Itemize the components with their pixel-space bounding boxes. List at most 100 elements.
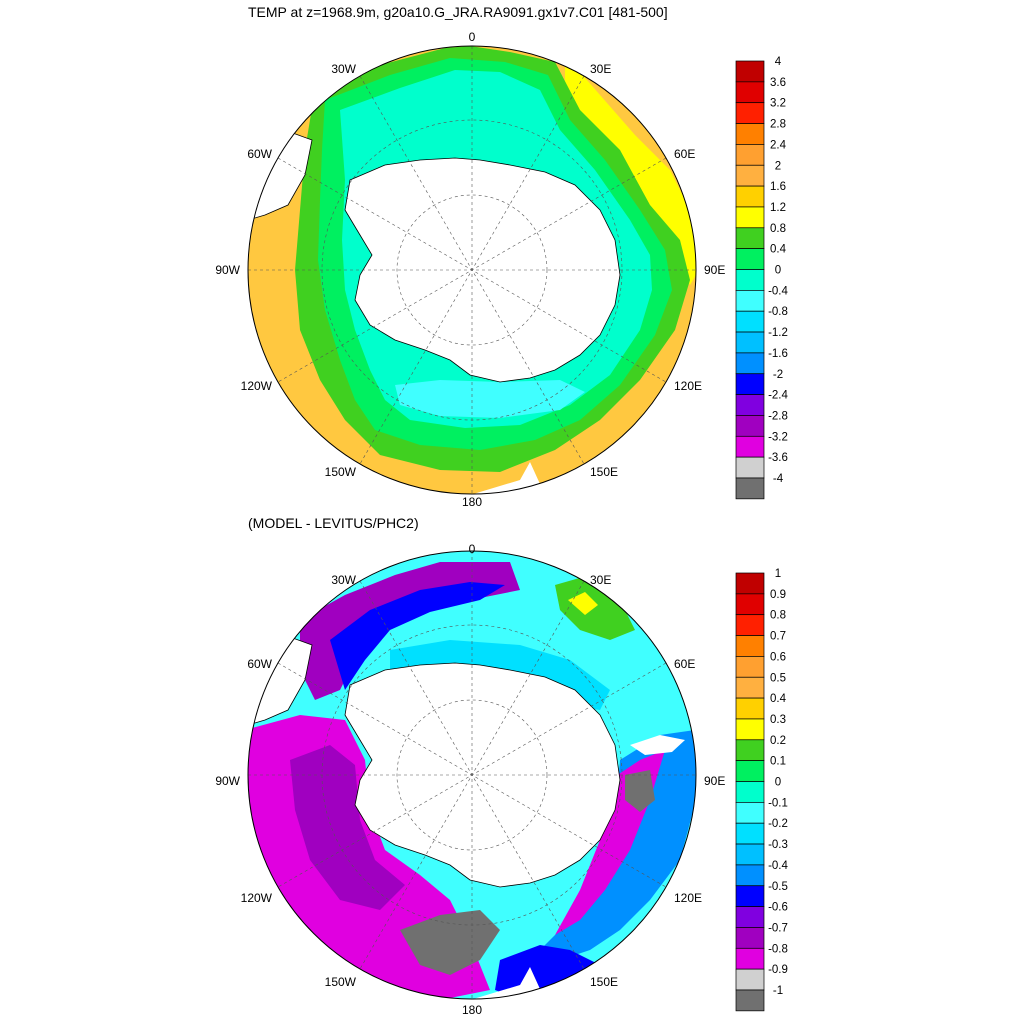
top-colorbar-label-11: -0.4 <box>768 285 788 297</box>
bottom-colorbar: 1 0.9 0.8 0.7 0.6 0.5 0.4 0.3 0.2 0.1 0 -0.1 -0.2 -0.… <box>735 568 789 1012</box>
top-lon-label-30e: 30E <box>590 62 611 76</box>
bottom-colorbar-label-20: -1 <box>773 985 783 997</box>
bottom-lon-label-60w: 60W <box>247 657 272 671</box>
top-colorbar-label-16: -2.4 <box>768 390 788 402</box>
top-colorbar-box-4 <box>735 144 765 166</box>
bottom-colorbar-label-8: 0.2 <box>770 735 786 747</box>
top-lon-label-120e: 120E <box>674 379 702 393</box>
top-lon-label-150w: 150W <box>325 465 357 479</box>
top-band-lightcyan <box>395 380 585 418</box>
top-colorbar-label-12: -0.8 <box>768 306 788 318</box>
top-colorbar-label-6: 1.6 <box>770 181 786 193</box>
top-colorbar-box-10 <box>735 269 765 291</box>
top-lon-label-60e: 60E <box>674 147 695 161</box>
top-colorbar-box-17 <box>735 415 765 437</box>
bottom-colorbar-label-14: -0.4 <box>768 860 788 872</box>
bottom-colorbar-box-16 <box>735 906 765 928</box>
bottom-band-purple-west <box>290 745 405 910</box>
top-colorbar-label-19: -3.6 <box>768 452 788 464</box>
top-colorbar-box-2 <box>735 102 765 124</box>
bottom-lon-label-150w: 150W <box>325 975 357 989</box>
bottom-colorbar-box-11 <box>735 801 765 824</box>
bottom-lon-label-150e: 150E <box>590 975 618 989</box>
bottom-colorbar-box-2 <box>735 614 765 636</box>
top-colorbar-label-5: 2 <box>775 160 781 172</box>
top-colorbar-box-16 <box>735 394 765 416</box>
bottom-colorbar-label-18: -0.8 <box>768 943 788 955</box>
bottom-colorbar-box-6 <box>735 697 765 720</box>
top-band-yellow <box>565 55 696 285</box>
bottom-lon-label-90w: 90W <box>215 774 240 788</box>
bottom-lon-label-120w: 120W <box>241 891 273 905</box>
top-colorbar-label-10: 0 <box>775 265 781 277</box>
top-map <box>248 46 696 494</box>
bottom-band-grey-south <box>400 910 500 975</box>
bottom-land-east <box>630 735 685 755</box>
bottom-colorbar-box-18 <box>735 947 765 970</box>
bottom-lon-label-90e: 90E <box>704 774 725 788</box>
bottom-colorbar-label-2: 0.8 <box>770 610 786 622</box>
bottom-band-grey-east <box>625 770 655 812</box>
bottom-colorbar-box-8 <box>735 739 765 761</box>
bottom-lon-label-30e: 30E <box>590 573 611 587</box>
top-colorbar-box-11 <box>735 290 765 312</box>
top-colorbar-box-1 <box>735 81 765 104</box>
top-colorbar-label-4: 2.4 <box>770 139 787 151</box>
bottom-band-yellow-ne <box>568 592 598 615</box>
bottom-lon-label-120e: 120E <box>674 891 702 905</box>
top-lon-label-90e: 90E <box>704 263 725 277</box>
bottom-colorbar-label-10: 0 <box>775 777 781 789</box>
top-colorbar-label-13: -1.2 <box>768 327 788 339</box>
top-colorbar-box-9 <box>735 248 765 270</box>
top-colorbar-box-20 <box>735 477 765 500</box>
bottom-colorbar-label-11: -0.1 <box>768 797 788 809</box>
top-colorbar-box-18 <box>735 435 765 458</box>
bottom-colorbar-box-1 <box>735 593 765 616</box>
bottom-map-border <box>247 550 697 1000</box>
top-colorbar-box-15 <box>735 373 765 395</box>
bottom-lon-label-30w: 30W <box>331 573 356 587</box>
top-lon-label-90w: 90W <box>215 263 240 277</box>
bottom-colorbar-box-14 <box>735 864 765 887</box>
top-colorbar-box-3 <box>735 123 765 145</box>
top-colorbar-box-6 <box>735 185 765 208</box>
bottom-title: (MODEL - LEVITUS/PHC2) <box>248 515 419 531</box>
top-colorbar-label-1: 3.6 <box>770 77 786 89</box>
top-map-border <box>247 45 697 495</box>
top-colorbar-label-0: 4 <box>775 56 782 68</box>
bottom-colorbar-box-5 <box>735 676 765 699</box>
top-land-lowerright <box>470 462 545 494</box>
bottom-colorbar-label-12: -0.2 <box>768 818 788 830</box>
bottom-land-lowerright <box>470 967 545 999</box>
bottom-colorbar-label-5: 0.5 <box>770 672 786 684</box>
bottom-colorbar-label-3: 0.7 <box>770 631 786 643</box>
top-lon-label-180: 180 <box>462 495 482 509</box>
bottom-lon-label-60e: 60E <box>674 657 695 671</box>
top-colorbar-box-12 <box>735 310 765 333</box>
bottom-colorbar-box-4 <box>735 656 765 678</box>
bottom-colorbar-box-0 <box>735 572 765 595</box>
bottom-colorbar-label-19: -0.9 <box>768 964 788 976</box>
bottom-colorbar-label-9: 0.1 <box>770 756 786 768</box>
top-colorbar-label-3: 2.8 <box>770 119 786 131</box>
top-title: TEMP at z=1968.9m, g20a10.G_JRA.RA9091.g… <box>248 4 668 20</box>
bottom-colorbar-box-12 <box>735 822 765 845</box>
top-lon-label-120w: 120W <box>241 379 273 393</box>
top-lon-label-30w: 30W <box>331 62 356 76</box>
top-colorbar-box-5 <box>735 164 765 187</box>
bottom-colorbar-label-6: 0.4 <box>770 693 787 705</box>
top-colorbar-label-15: -2 <box>773 369 783 381</box>
bottom-colorbar-box-15 <box>735 885 765 907</box>
bottom-colorbar-label-17: -0.7 <box>768 922 788 934</box>
top-lon-label-150e: 150E <box>590 465 618 479</box>
top-colorbar-box-13 <box>735 331 765 354</box>
top-lon-label-0: 0 <box>469 30 476 44</box>
bottom-colorbar-box-3 <box>735 635 765 657</box>
bottom-colorbar-label-0: 1 <box>775 568 781 580</box>
bottom-lon-label-180: 180 <box>462 1003 482 1017</box>
top-colorbar-box-0 <box>735 60 765 83</box>
bottom-colorbar-box-13 <box>735 843 765 866</box>
top-colorbar-label-9: 0.4 <box>770 244 787 256</box>
bottom-map <box>248 551 696 999</box>
